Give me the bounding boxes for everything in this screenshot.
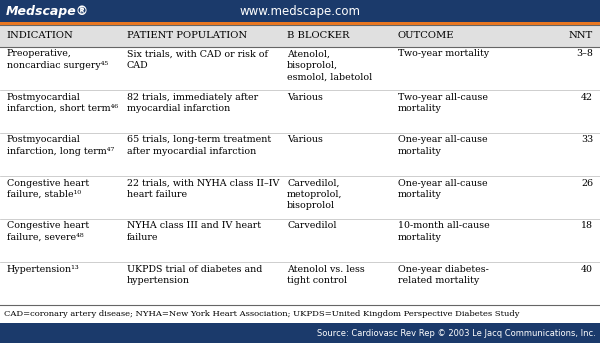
Text: Six trials, with CAD or risk of
CAD: Six trials, with CAD or risk of CAD: [127, 49, 268, 70]
Text: 42: 42: [581, 93, 593, 102]
Text: 40: 40: [581, 264, 593, 273]
Text: Postmyocardial
infarction, short term⁴⁶: Postmyocardial infarction, short term⁴⁶: [7, 93, 118, 113]
Text: www.medscape.com: www.medscape.com: [239, 4, 361, 17]
Text: Various: Various: [287, 135, 323, 144]
Text: 65 trials, long-term treatment
after myocardial infarction: 65 trials, long-term treatment after myo…: [127, 135, 271, 156]
Text: 33: 33: [581, 135, 593, 144]
Text: Various: Various: [287, 93, 323, 102]
Text: One-year all-cause
mortality: One-year all-cause mortality: [398, 135, 488, 156]
Text: 26: 26: [581, 178, 593, 188]
Text: Atenolol vs. less
tight control: Atenolol vs. less tight control: [287, 264, 365, 285]
Text: 82 trials, immediately after
myocardial infarction: 82 trials, immediately after myocardial …: [127, 93, 258, 113]
Bar: [0, 133, 600, 176]
Text: 10-month all-cause
mortality: 10-month all-cause mortality: [398, 222, 490, 242]
Bar: [0, 323, 600, 343]
Text: Medscape®: Medscape®: [6, 4, 89, 17]
Text: OUTCOME: OUTCOME: [398, 32, 455, 40]
Text: Preoperative,
noncardiac surgery⁴⁵: Preoperative, noncardiac surgery⁴⁵: [7, 49, 108, 70]
Text: PATIENT POPULATION: PATIENT POPULATION: [127, 32, 247, 40]
Text: Carvedilol,
metoprolol,
bisoprolol: Carvedilol, metoprolol, bisoprolol: [287, 178, 343, 210]
Text: NYHA class III and IV heart
failure: NYHA class III and IV heart failure: [127, 222, 261, 242]
Text: Two-year mortality: Two-year mortality: [398, 49, 489, 59]
Text: Β BLOCKER: Β BLOCKER: [287, 32, 349, 40]
Text: One-year all-cause
mortality: One-year all-cause mortality: [398, 178, 488, 199]
Text: Congestive heart
failure, stable¹⁰: Congestive heart failure, stable¹⁰: [7, 178, 89, 199]
Text: Congestive heart
failure, severe⁴⁸: Congestive heart failure, severe⁴⁸: [7, 222, 89, 242]
Text: 18: 18: [581, 222, 593, 230]
Bar: [0, 47, 600, 90]
Text: 3–8: 3–8: [577, 49, 593, 59]
Text: Hypertension¹³: Hypertension¹³: [7, 264, 80, 273]
Bar: [0, 176, 600, 219]
Text: One-year diabetes-
related mortality: One-year diabetes- related mortality: [398, 264, 489, 285]
Bar: [0, 0, 600, 22]
Text: Carvedilol: Carvedilol: [287, 222, 337, 230]
Bar: [0, 262, 600, 305]
Text: Postmyocardial
infarction, long term⁴⁷: Postmyocardial infarction, long term⁴⁷: [7, 135, 114, 156]
Text: INDICATION: INDICATION: [7, 32, 74, 40]
Bar: [0, 90, 600, 133]
Text: Atenolol,
bisoprolol,
esmolol, labetolol: Atenolol, bisoprolol, esmolol, labetolol: [287, 49, 372, 81]
Text: UKPDS trial of diabetes and
hypertension: UKPDS trial of diabetes and hypertension: [127, 264, 262, 285]
Text: Two-year all-cause
mortality: Two-year all-cause mortality: [398, 93, 488, 113]
Text: Source: Cardiovasc Rev Rep © 2003 Le Jacq Communications, Inc.: Source: Cardiovasc Rev Rep © 2003 Le Jac…: [317, 329, 596, 338]
Bar: [0, 25, 600, 47]
Text: CAD=coronary artery disease; NYHA=New York Heart Association; UKPDS=United Kingd: CAD=coronary artery disease; NYHA=New Yo…: [4, 310, 520, 318]
Bar: [0, 219, 600, 262]
Bar: [0, 22, 600, 25]
Text: NNT: NNT: [569, 32, 593, 40]
Text: 22 trials, with NYHA class II–IV
heart failure: 22 trials, with NYHA class II–IV heart f…: [127, 178, 279, 199]
